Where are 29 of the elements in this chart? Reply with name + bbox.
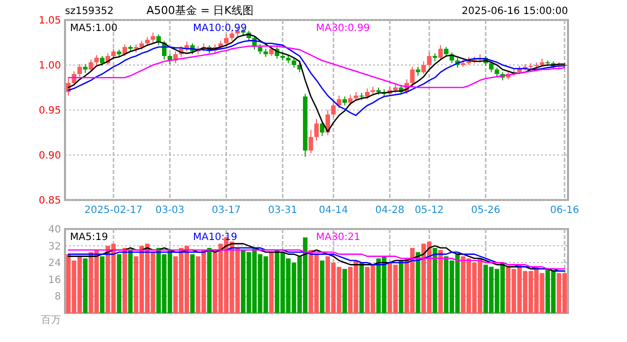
- x-tick-label: 2025-02-17: [84, 205, 143, 216]
- y-tick-label: 0.85: [38, 196, 61, 206]
- x-tick-label: 04-14: [318, 205, 348, 216]
- x-tick-label: 05-12: [414, 205, 444, 216]
- x-tick-label: 06-16: [550, 205, 580, 216]
- y-axis-title: 百万: [41, 315, 61, 326]
- x-tick-label: 03-03: [155, 205, 184, 216]
- text: sz159352: [65, 6, 114, 17]
- text: 2025-06-16 15:00:00: [462, 6, 568, 17]
- y-tick-label: 0.95: [38, 106, 61, 116]
- text: MA30:0.99: [316, 23, 370, 34]
- y-tick-label: 32: [48, 241, 61, 252]
- y-tick-label: 40: [48, 224, 61, 236]
- text: MA5:1.00: [70, 23, 118, 34]
- x-tick-label: 05-26: [471, 205, 500, 216]
- y-tick-label: 1.00: [38, 60, 61, 72]
- y-tick-label: 8: [54, 292, 61, 303]
- x-tick-label: 04-28: [375, 205, 404, 216]
- series-label: MA10:0.99: [193, 23, 247, 34]
- y-tick-label: 24: [48, 258, 61, 270]
- series-label: MA30:21: [316, 232, 360, 243]
- y-tick-label: 1.05: [38, 16, 61, 26]
- y-tick-label: 0.90: [38, 150, 61, 162]
- series-label: MA10:19: [193, 232, 238, 243]
- y-tick-label: 16: [48, 274, 61, 286]
- chart-title: A500基金 = 日K线图: [146, 4, 254, 17]
- x-tick-label: 03-31: [268, 205, 298, 216]
- series-label: MA5:19: [70, 232, 108, 243]
- x-tick-label: 03-17: [212, 205, 241, 216]
